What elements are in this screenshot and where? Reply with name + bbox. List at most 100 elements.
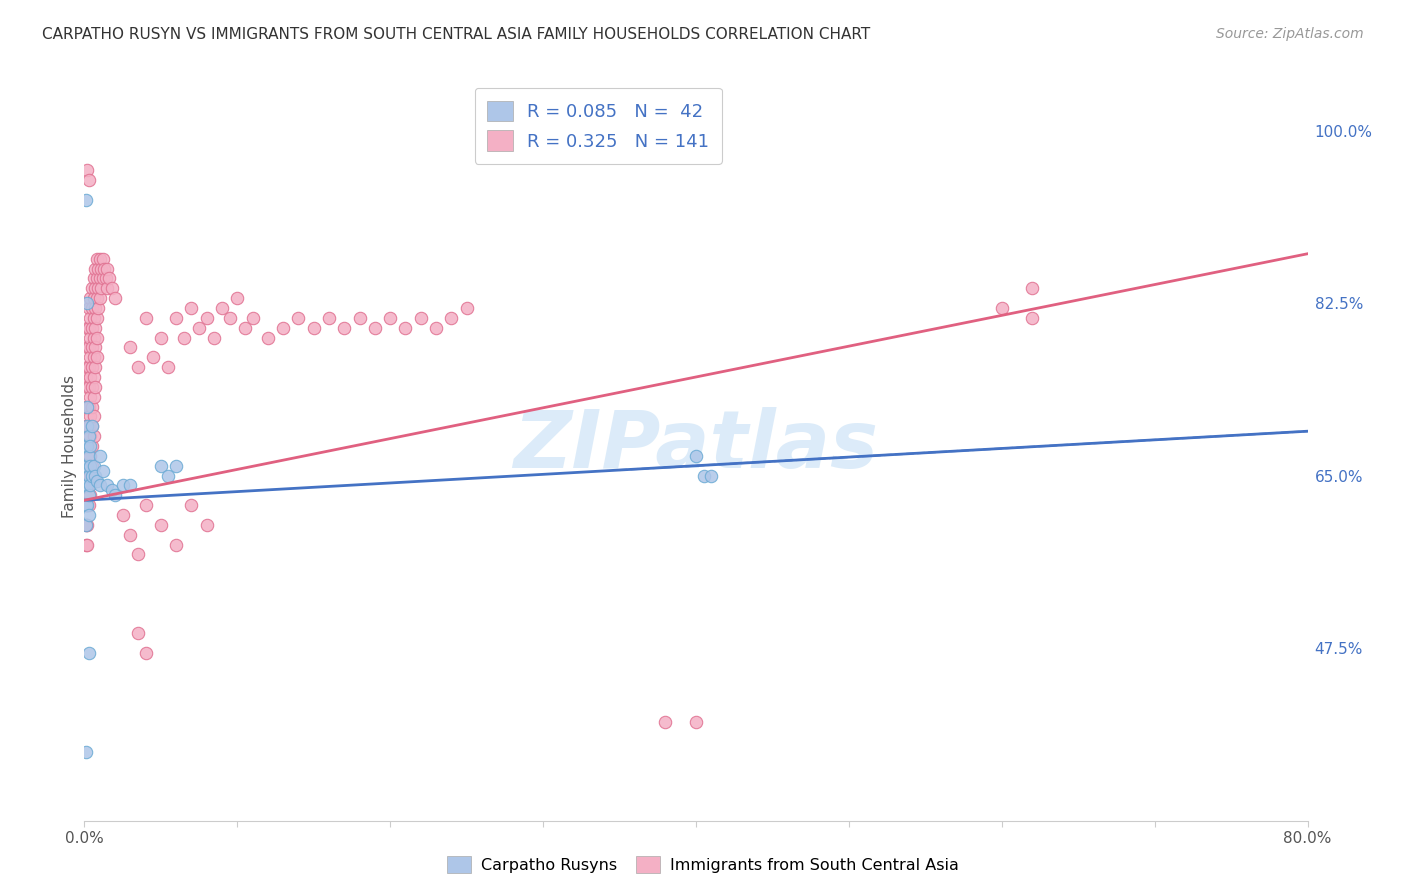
Point	[76, 439, 98, 453]
Point	[165, 458, 187, 473]
Point	[692, 468, 714, 483]
Point	[135, 646, 157, 660]
Point	[89, 478, 111, 492]
Point	[79, 468, 101, 483]
Point	[84, 468, 107, 483]
Point	[84, 380, 107, 394]
Point	[135, 310, 157, 325]
Point	[77, 360, 100, 375]
Point	[76, 320, 98, 334]
Point	[226, 291, 249, 305]
Point	[83, 409, 105, 424]
Point	[86, 310, 108, 325]
Point	[77, 646, 100, 660]
Point	[76, 439, 98, 453]
Point	[77, 498, 100, 512]
Point	[84, 261, 107, 276]
Point	[96, 261, 118, 276]
Point	[409, 310, 432, 325]
Point	[333, 320, 356, 334]
Point	[86, 291, 108, 305]
Point	[75, 478, 97, 492]
Point	[79, 310, 101, 325]
Point	[75, 745, 97, 759]
Point	[75, 419, 97, 434]
Point	[77, 340, 100, 354]
Y-axis label: Family Households: Family Households	[62, 375, 77, 517]
Point	[83, 291, 105, 305]
Point	[233, 320, 256, 334]
Point	[79, 429, 101, 443]
Point	[84, 340, 107, 354]
Point	[76, 498, 98, 512]
Point	[84, 360, 107, 375]
Point	[84, 281, 107, 295]
Point	[165, 310, 187, 325]
Point	[685, 714, 707, 729]
Point	[1021, 281, 1043, 295]
Point	[77, 449, 100, 463]
Point	[271, 320, 294, 334]
Point	[173, 330, 195, 344]
Point	[149, 517, 172, 532]
Point	[425, 320, 447, 334]
Point	[79, 291, 101, 305]
Point	[87, 301, 110, 315]
Point	[76, 400, 98, 414]
Point	[120, 340, 142, 354]
Point	[349, 310, 371, 325]
Point	[111, 508, 134, 522]
Point	[165, 538, 187, 552]
Point	[76, 458, 98, 473]
Legend: Carpatho Rusyns, Immigrants from South Central Asia: Carpatho Rusyns, Immigrants from South C…	[441, 849, 965, 880]
Point	[80, 281, 103, 295]
Point	[80, 468, 103, 483]
Point	[318, 310, 340, 325]
Point	[87, 261, 110, 276]
Point	[127, 626, 149, 640]
Point	[76, 340, 98, 354]
Point	[700, 468, 723, 483]
Point	[77, 301, 100, 315]
Point	[80, 458, 103, 473]
Point	[440, 310, 463, 325]
Text: Source: ZipAtlas.com: Source: ZipAtlas.com	[1216, 27, 1364, 41]
Point	[120, 527, 142, 541]
Point	[75, 517, 97, 532]
Point	[157, 468, 180, 483]
Point	[91, 464, 114, 478]
Point	[188, 320, 211, 334]
Point	[91, 252, 114, 266]
Point	[87, 281, 110, 295]
Point	[86, 474, 108, 488]
Point	[77, 429, 100, 443]
Point	[75, 439, 97, 453]
Point	[76, 163, 98, 178]
Point	[77, 419, 100, 434]
Point	[80, 400, 103, 414]
Point	[86, 351, 108, 365]
Point	[75, 498, 97, 512]
Point	[101, 281, 124, 295]
Point	[195, 310, 218, 325]
Point	[96, 281, 118, 295]
Point	[75, 458, 97, 473]
Point	[127, 548, 149, 562]
Point	[76, 478, 98, 492]
Point	[96, 478, 118, 492]
Point	[76, 419, 98, 434]
Point	[120, 478, 142, 492]
Point	[302, 320, 325, 334]
Point	[77, 380, 100, 394]
Point	[79, 330, 101, 344]
Point	[90, 281, 112, 295]
Point	[77, 400, 100, 414]
Point	[75, 370, 97, 384]
Point	[75, 517, 97, 532]
Point	[394, 320, 416, 334]
Point	[76, 419, 98, 434]
Point	[76, 538, 98, 552]
Point	[83, 458, 105, 473]
Point	[76, 498, 98, 512]
Point	[79, 351, 101, 365]
